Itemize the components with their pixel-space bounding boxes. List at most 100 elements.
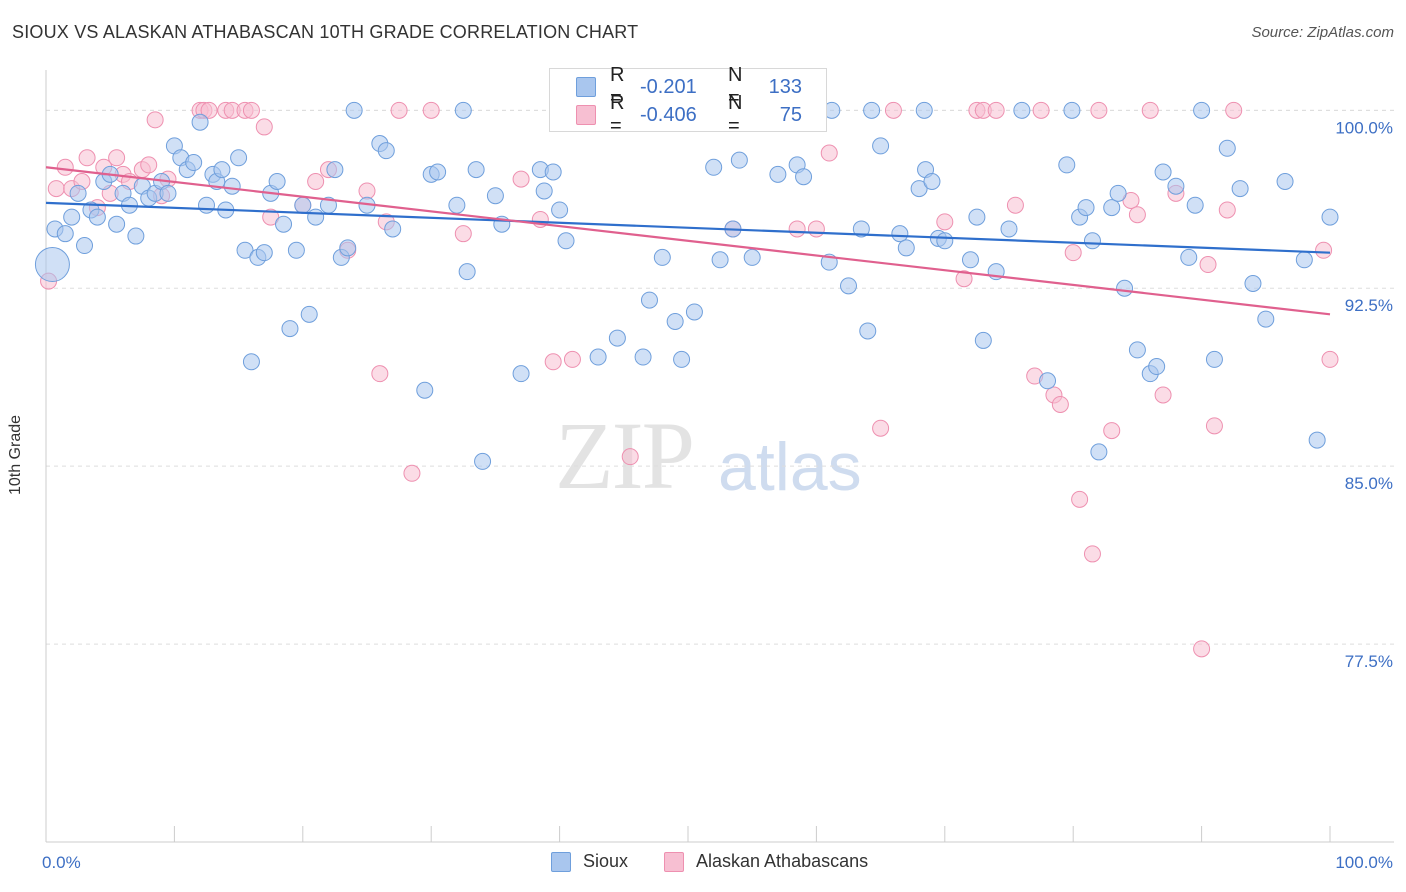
sioux-point [795, 168, 813, 186]
sioux-point [1308, 431, 1326, 449]
chart-title: SIOUX VS ALASKAN ATHABASCAN 10TH GRADE C… [12, 22, 639, 42]
athabascan-point [955, 270, 973, 288]
sioux-point [859, 322, 877, 340]
athabascan-point [1199, 256, 1217, 274]
athabascan-point [872, 419, 890, 437]
sioux-point [685, 303, 703, 321]
y-tick-label: 92.5% [1345, 296, 1393, 315]
sioux-point [242, 353, 260, 371]
sioux-point [968, 208, 986, 226]
sioux-point [1218, 139, 1236, 157]
athabascan-point [403, 464, 421, 482]
athabascan-point [563, 350, 581, 368]
athabascan-point [1128, 206, 1146, 224]
trend-lines [45, 166, 1331, 316]
sioux-point [1321, 208, 1339, 226]
y-tick-label: 85.0% [1345, 474, 1393, 493]
athabascan-point [242, 101, 260, 119]
sioux-point [191, 113, 209, 131]
sioux-point [56, 225, 74, 243]
sioux-point [159, 184, 177, 202]
sioux-point [458, 263, 476, 281]
sioux-point [384, 220, 402, 238]
athabascan-point [1103, 422, 1121, 440]
athabascan-point [1321, 350, 1339, 368]
athabascan-point [140, 156, 158, 174]
athabascan-point [1193, 640, 1211, 658]
athabascan-point [146, 111, 164, 129]
athabascan-point [454, 225, 472, 243]
sioux-point [673, 350, 691, 368]
sioux-point [1231, 180, 1249, 198]
sioux-point [213, 161, 231, 179]
legend-r-label: R = [610, 64, 625, 109]
athabascan-point [987, 101, 1005, 119]
sioux-point [1090, 443, 1108, 461]
sioux-point [1128, 341, 1146, 359]
sioux-point [416, 381, 434, 399]
sioux-point [1103, 199, 1121, 217]
sioux-point [730, 151, 748, 169]
athabascan-swatch [664, 851, 684, 872]
athabascan-point [371, 365, 389, 383]
sioux-point [1109, 184, 1127, 202]
sioux-point [268, 172, 286, 190]
bottom-legend-sioux: Sioux [551, 851, 628, 872]
sioux-point [63, 208, 81, 226]
sioux-point [1148, 358, 1166, 376]
sioux-point [1039, 372, 1057, 390]
sioux-point [743, 248, 761, 266]
legend-row-sioux: R = -0.201 N = 133 [576, 64, 802, 109]
sioux-point [281, 320, 299, 338]
sioux-point [1276, 172, 1294, 190]
athabascan-point [1141, 101, 1159, 119]
legend-n-label: N = [728, 92, 743, 137]
sioux-point [1244, 275, 1262, 293]
sioux-point [69, 184, 87, 202]
athabascan-point [1205, 417, 1223, 435]
sioux-swatch [576, 77, 596, 97]
sioux-point [448, 196, 466, 214]
athabascan-trend-line [45, 166, 1331, 316]
athabascan-point [422, 101, 440, 119]
athabascan-point [390, 101, 408, 119]
athabascan-point [358, 182, 376, 200]
legend-n-value: 133 [768, 75, 802, 98]
sioux-point [923, 172, 941, 190]
athabascan-point [78, 149, 96, 167]
athabascan-label: Alaskan Athabascans [696, 851, 869, 871]
legend-r-value: -0.201 [640, 75, 697, 98]
sioux-point [1180, 248, 1198, 266]
athabascan-point [788, 220, 806, 238]
athabascan-point [621, 448, 639, 466]
athabascan-point [1051, 395, 1069, 413]
legend-n-label: N = [728, 64, 743, 109]
sioux-point [287, 241, 305, 259]
sioux-point [230, 149, 248, 167]
sioux-point [326, 161, 344, 179]
athabascan-point [1083, 545, 1101, 563]
sioux-point [1116, 279, 1134, 297]
y-tick-label: 77.5% [1345, 652, 1393, 671]
sioux-point [711, 251, 729, 269]
sioux-point [769, 165, 787, 183]
sioux-point [705, 158, 723, 176]
sioux-point [236, 241, 254, 259]
sioux-point [1295, 251, 1313, 269]
sioux-point [300, 305, 318, 323]
sioux-point [198, 196, 215, 214]
athabascan-point [108, 149, 126, 167]
athabascan-point [1122, 191, 1140, 209]
sioux-point [1000, 220, 1018, 238]
sioux-point [1154, 163, 1172, 181]
sioux-point [1058, 156, 1076, 174]
sioux-point [127, 227, 145, 245]
athabascan-point [820, 144, 838, 162]
sioux-point [345, 101, 363, 119]
sioux-point [1167, 177, 1185, 195]
sioux-point [486, 187, 504, 205]
sioux-point [915, 101, 933, 119]
athabascan-point [807, 220, 825, 238]
axes [45, 70, 1394, 843]
sioux-point [891, 225, 909, 243]
